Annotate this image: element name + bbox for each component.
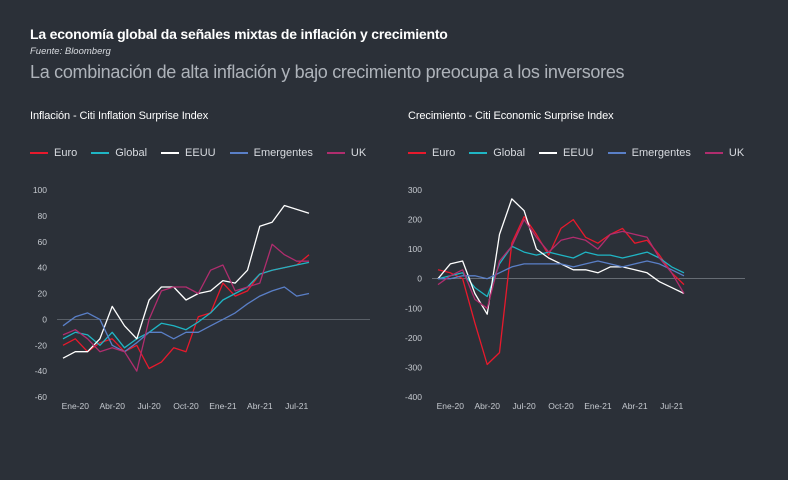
- y-tick-label: 300: [408, 185, 422, 195]
- x-tick-label: Oct-20: [173, 401, 199, 411]
- x-tick-label: Abr-20: [474, 401, 500, 411]
- growth-legend: Euro Global EEUU Emergentes UK: [408, 147, 758, 159]
- x-tick-label: Jul-20: [513, 401, 536, 411]
- legend-item-global: Global: [91, 147, 147, 159]
- y-tick-label: 80: [38, 211, 48, 221]
- inflation-line-chart: 100 80 60 40 20 0 -20 -40 -60 Ene-20 Abr-20 Jul-20 O…: [33, 185, 370, 411]
- y-tick-label: -60: [35, 392, 48, 402]
- legend-item-emergentes: Emergentes: [607, 147, 691, 159]
- series-line-eeuu: [62, 204, 310, 359]
- legend-label: UK: [728, 147, 745, 159]
- legend-item-uk: UK: [326, 147, 367, 159]
- growth-line-chart: 300 200 100 0 -100 -200 -300 -400 Ene-20 Abr-20 Ju…: [405, 185, 745, 411]
- legend-item-euro: Euro: [408, 147, 455, 159]
- y-tick-label: 100: [408, 244, 422, 254]
- y-tick-label: 0: [42, 314, 47, 324]
- x-tick-label: Ene-21: [209, 401, 237, 411]
- inflation-legend: Euro Global EEUU Emergentes UK: [30, 147, 380, 159]
- y-tick-label: -300: [405, 362, 422, 372]
- y-tick-label: 20: [38, 289, 48, 299]
- y-tick-label: 40: [38, 263, 48, 273]
- y-tick-label: -400: [405, 392, 422, 402]
- legend-swatch: [469, 152, 488, 154]
- legend-swatch: [704, 152, 723, 154]
- series-line-uk: [62, 243, 309, 372]
- series-line-emergentes: [62, 286, 310, 353]
- legend-item-euro: Euro: [30, 147, 77, 159]
- legend-label: Euro: [432, 147, 456, 159]
- y-tick-label: 200: [408, 215, 422, 225]
- legend-label: Emergentes: [631, 147, 691, 159]
- inflation-chart-title: Inflación - Citi Inflation Surprise Inde…: [30, 110, 209, 122]
- series-line-global: [437, 245, 685, 298]
- legend-swatch: [408, 152, 426, 154]
- series-line-euro: [437, 215, 685, 366]
- growth-chart-title: Crecimiento - Citi Economic Surprise Ind…: [408, 110, 614, 122]
- x-tick-label: Jul-21: [285, 401, 308, 411]
- page-title: La economía global da señales mixtas de …: [30, 26, 448, 42]
- y-tick-label: -200: [405, 333, 422, 343]
- source-note: Fuente: Bloomberg: [30, 46, 111, 57]
- y-tick-label: -40: [35, 366, 48, 376]
- legend-label: Global: [115, 147, 148, 159]
- legend-item-uk: UK: [704, 147, 745, 159]
- legend-item-global: Global: [469, 147, 525, 159]
- x-tick-label: Ene-20: [62, 401, 90, 411]
- x-tick-label: Jul-21: [660, 401, 683, 411]
- y-tick-label: 0: [417, 274, 422, 284]
- x-tick-label: Abr-20: [99, 401, 125, 411]
- y-tick-label: -100: [405, 303, 422, 313]
- legend-label: UK: [350, 147, 367, 159]
- series-line-uk: [437, 218, 685, 309]
- x-tick-label: Ene-20: [437, 401, 465, 411]
- legend-swatch: [30, 152, 48, 154]
- legend-swatch: [326, 152, 345, 154]
- legend-swatch: [607, 152, 626, 154]
- legend-swatch: [539, 152, 558, 154]
- legend-label: Global: [493, 147, 526, 159]
- series-line-eeuu: [437, 198, 685, 315]
- legend-swatch: [161, 152, 180, 154]
- page-subtitle: La combinación de alta inflación y bajo …: [30, 62, 625, 82]
- x-tick-label: Oct-20: [548, 401, 574, 411]
- x-tick-label: Jul-20: [138, 401, 161, 411]
- series-line-global: [62, 261, 310, 349]
- legend-item-eeuu: EEUU: [161, 147, 216, 159]
- legend-swatch: [91, 152, 110, 154]
- legend-swatch: [229, 152, 248, 154]
- legend-label: EEUU: [563, 147, 594, 159]
- legend-item-eeuu: EEUU: [539, 147, 594, 159]
- x-tick-label: Abr-21: [622, 401, 648, 411]
- y-tick-label: 60: [38, 237, 48, 247]
- legend-label: EEUU: [185, 147, 216, 159]
- x-tick-label: Ene-21: [584, 401, 612, 411]
- legend-label: Emergentes: [253, 147, 313, 159]
- x-tick-label: Abr-21: [247, 401, 273, 411]
- legend-item-emergentes: Emergentes: [229, 147, 313, 159]
- y-tick-label: -20: [35, 340, 48, 350]
- legend-label: Euro: [54, 147, 78, 159]
- y-tick-label: 100: [33, 185, 47, 195]
- series-line-emergentes: [438, 260, 685, 280]
